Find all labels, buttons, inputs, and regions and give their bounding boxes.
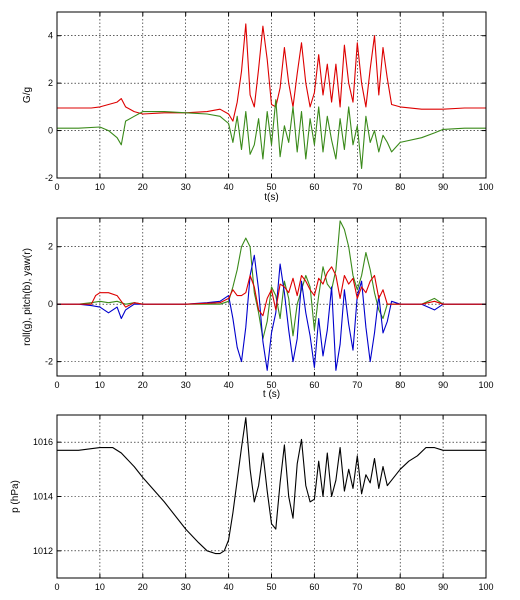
y-tick-label: 0 [48, 299, 53, 309]
x-tick-label: 60 [309, 582, 319, 592]
x-tick-label: 100 [478, 582, 493, 592]
y-tick-label: 4 [48, 31, 53, 41]
x-tick-label: 0 [54, 380, 59, 390]
x-tick-label: 60 [309, 380, 319, 390]
x-tick-label: 90 [438, 582, 448, 592]
y-tick-label: 1016 [33, 437, 53, 447]
chart-panel-3: 0 10 20 30 40 50 60 70 80 90 100 1012 1014 1016 p (hPa… [10, 414, 494, 592]
x-tick-label: 50 [266, 582, 276, 592]
y-tick-label: 2 [48, 242, 53, 252]
grid [57, 218, 486, 376]
x-axis-label: t(s) [264, 192, 278, 203]
x-tick-label: 70 [352, 582, 362, 592]
series-line-1 [57, 417, 486, 555]
series-line-1 [57, 23, 486, 122]
y-axis-label: G/g [22, 87, 33, 103]
y-tick-label: 2 [48, 78, 53, 88]
x-tick-label: 40 [224, 182, 234, 192]
x-tick-label: 10 [95, 582, 105, 592]
x-tick-label: 90 [438, 380, 448, 390]
x-axis-label: t (s) [263, 389, 280, 400]
y-tick-label: -2 [45, 173, 53, 183]
y-tick-label: 0 [48, 126, 53, 136]
y-tick-label: -2 [45, 357, 53, 367]
grid [57, 12, 486, 178]
x-tick-label: 100 [478, 380, 493, 390]
x-tick-label: 20 [138, 582, 148, 592]
x-tick-label: 80 [395, 380, 405, 390]
x-tick-label: 70 [352, 380, 362, 390]
y-tick-label: 1012 [33, 546, 53, 556]
x-tick-label: 30 [181, 582, 191, 592]
x-tick-label: 30 [181, 380, 191, 390]
x-tick-label: 70 [352, 182, 362, 192]
x-tick-label: 40 [224, 380, 234, 390]
grid [57, 415, 486, 578]
x-tick-label: 0 [54, 182, 59, 192]
y-axis-label: p (hPa) [10, 480, 21, 513]
x-tick-label: 100 [478, 182, 493, 192]
series-line-1 [57, 220, 486, 340]
chart-panel-2: 0 10 20 30 40 50 60 70 80 90 100 -2 0 2 t (s) roll(g), … [22, 217, 494, 400]
x-tick-label: 20 [138, 380, 148, 390]
y-tick-label: 1014 [33, 492, 53, 502]
x-tick-label: 90 [438, 182, 448, 192]
x-tick-label: 0 [54, 582, 59, 592]
x-tick-label: 30 [181, 182, 191, 192]
x-tick-label: 50 [266, 182, 276, 192]
x-tick-label: 80 [395, 182, 405, 192]
x-tick-label: 10 [95, 380, 105, 390]
x-tick-label: 20 [138, 182, 148, 192]
x-tick-label: 10 [95, 182, 105, 192]
series-line-3 [57, 266, 486, 317]
x-tick-label: 60 [309, 182, 319, 192]
series-line-2 [57, 99, 486, 170]
x-tick-label: 80 [395, 582, 405, 592]
x-tick-label: 50 [266, 380, 276, 390]
x-tick-label: 40 [224, 582, 234, 592]
y-axis-label: roll(g), pitch(b), yaw(r) [22, 248, 33, 346]
